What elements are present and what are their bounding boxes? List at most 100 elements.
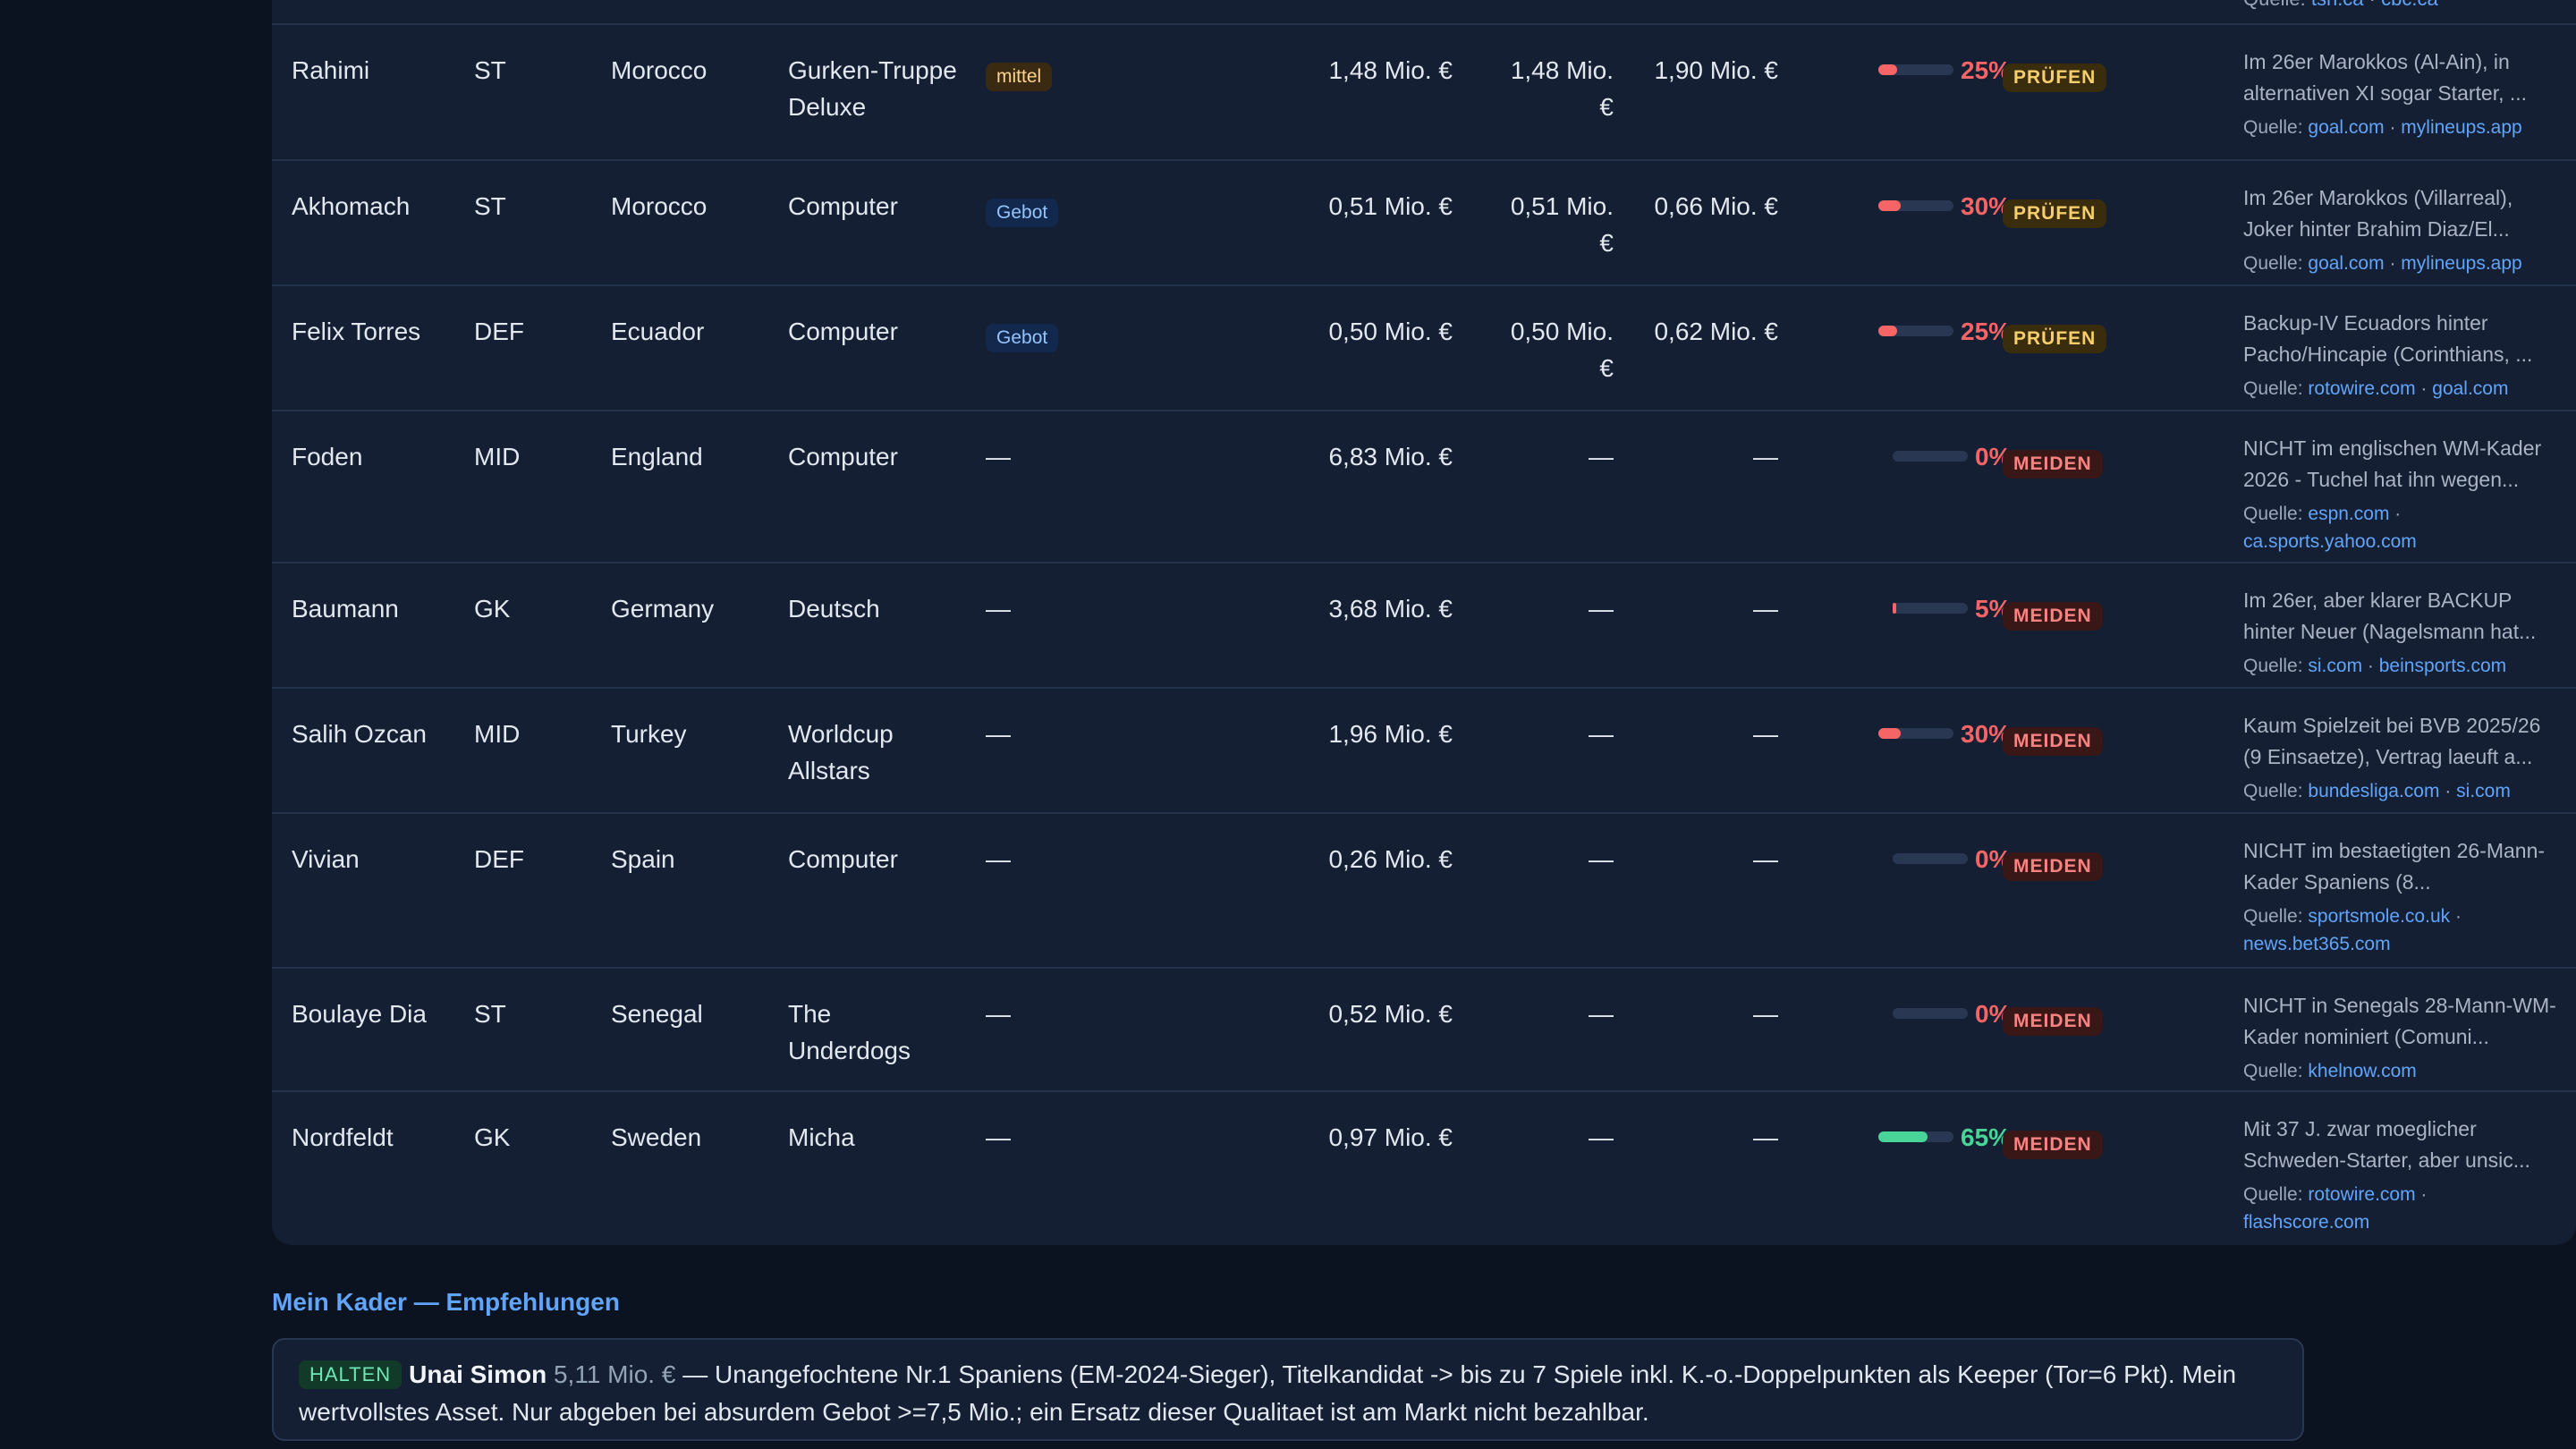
player-owner-team: Micha (788, 1123, 855, 1151)
probability-indicator: 65% (1834, 1119, 2012, 1156)
market-value: 0,51 Mio. € (1328, 192, 1453, 220)
player-country: Morocco (611, 56, 708, 84)
player-note: NICHT in Senegals 28-Mann-WM-Kader nomin… (2243, 990, 2556, 1085)
player-name: Foden (292, 443, 363, 470)
player-position: GK (474, 595, 511, 623)
source-link[interactable]: flashscore.com (2243, 1212, 2370, 1233)
verdict-badge: MEIDEN (2003, 1131, 2103, 1159)
player-note: Kaum Spielzeit bei BVB 2025/26 (9 Einsae… (2243, 710, 2556, 805)
player-name: Akhomach (292, 192, 411, 220)
bid-value: 1,48 Mio. € (1510, 56, 1614, 121)
max-value: — (1753, 1123, 1778, 1151)
verdict-badge: PRÜFEN (2003, 64, 2107, 92)
note-text: NICHT in Senegals 28-Mann-WM-Kader nomin… (2243, 994, 2556, 1048)
probability-bar-fill (1878, 728, 1902, 739)
player-position: ST (474, 192, 506, 220)
table-row[interactable]: Nordfeldt GK Sweden Micha — 0,97 Mio. € … (272, 1092, 2576, 1245)
note-text: Kaum Spielzeit bei BVB 2025/26 (9 Einsae… (2243, 714, 2541, 768)
bid-status: mittel (986, 55, 1053, 92)
table-row[interactable]: Baumann GK Germany Deutsch — 3,68 Mio. €… (272, 564, 2576, 689)
source-link[interactable]: si.com (2308, 656, 2363, 676)
note-sources: Quelle: espn.com · ca.sports.yahoo.com (2243, 504, 2417, 552)
bid-status-empty: — (986, 1000, 1011, 1028)
bid-value: — (1589, 1000, 1614, 1028)
source-link[interactable]: ca.sports.yahoo.com (2243, 531, 2417, 552)
probability-indicator: 0% (1834, 996, 2012, 1032)
player-country: Germany (611, 595, 715, 623)
source-link[interactable]: goal.com (2308, 253, 2385, 274)
player-note: NICHT im bestaetigten 26-Mann-Kader Span… (2243, 835, 2556, 958)
note-sources: Quelle: rotowire.com · goal.com (2243, 378, 2509, 399)
source-link[interactable]: espn.com (2308, 504, 2390, 524)
recommendation-card: HALTEN Unai Simon 5,11 Mio. € — Unangefoc… (272, 1338, 2304, 1441)
player-country: Sweden (611, 1123, 702, 1151)
bid-status-empty: — (986, 595, 1011, 623)
source-link[interactable]: cbc.ca (2381, 0, 2438, 10)
table-row[interactable]: Felix Torres DEF Ecuador Computer Gebot … (272, 286, 2576, 411)
verdict: MEIDEN (2003, 845, 2103, 882)
table-row[interactable]: Rahimi ST Morocco Gurken-Truppe Deluxe m… (272, 25, 2576, 161)
note-sources: Quelle: goal.com · mylineups.app (2243, 117, 2522, 138)
note-text: Im 26er Marokkos (Villarreal), Joker hin… (2243, 186, 2513, 241)
bid-value: — (1589, 720, 1614, 748)
player-name: Salih Ozcan (292, 720, 427, 748)
note-text: Im 26er, aber klarer BACKUP hinter Neuer… (2243, 589, 2537, 643)
note-text: NICHT im englischen WM-Kader 2026 - Tuch… (2243, 436, 2542, 491)
player-position: ST (474, 56, 506, 84)
probability-bar (1893, 603, 1968, 614)
source-link[interactable]: rotowire.com (2308, 378, 2416, 399)
table-row[interactable]: Boulaye Dia ST Senegal The Underdogs — 0… (272, 969, 2576, 1092)
source-link[interactable]: khelnow.com (2308, 1061, 2417, 1081)
probability-bar (1878, 200, 1953, 211)
max-value: 0,66 Mio. € (1654, 192, 1778, 220)
table-row[interactable]: Vivian DEF Spain Computer — 0,26 Mio. € … (272, 814, 2576, 969)
player-country: Ecuador (611, 318, 705, 345)
verdict: PRÜFEN (2003, 318, 2107, 354)
verdict-badge: MEIDEN (2003, 1007, 2103, 1036)
player-owner-team: Deutsch (788, 595, 880, 623)
source-link[interactable]: beinsports.com (2378, 656, 2507, 676)
source-link[interactable]: sportsmole.co.uk (2308, 906, 2451, 927)
player-name: Nordfeldt (292, 1123, 394, 1151)
probability-bar (1893, 853, 1968, 864)
player-position: DEF (474, 318, 524, 345)
table-row[interactable]: Salih Ozcan MID Turkey Worldcup Allstars… (272, 689, 2576, 814)
probability-indicator: 30% (1834, 716, 2012, 752)
player-position: DEF (474, 845, 524, 873)
source-link[interactable]: bundesliga.com (2308, 781, 2440, 801)
note-sources: Quelle: khelnow.com (2243, 1061, 2417, 1081)
source-link[interactable]: rotowire.com (2308, 1184, 2416, 1205)
source-link[interactable]: news.bet365.com (2243, 934, 2391, 954)
probability-bar-fill (1878, 64, 1897, 75)
max-value: 1,90 Mio. € (1654, 56, 1778, 84)
player-note: Mit 37 J. zwar moeglicher Schweden-Start… (2243, 1114, 2556, 1236)
note-sources: Quelle: si.com · beinsports.com (2243, 656, 2507, 676)
recommendation-player-name: Unai Simon (409, 1360, 547, 1388)
probability-percent: 30% (1961, 192, 2012, 220)
bid-badge[interactable]: Gebot (986, 324, 1059, 352)
verdict-badge: MEIDEN (2003, 727, 2103, 756)
source-link[interactable]: si.com (2456, 781, 2511, 801)
note-text: Im 26er Marokkos (Al-Ain), in alternativ… (2243, 50, 2528, 105)
player-owner-team: Computer (788, 443, 898, 470)
source-link[interactable]: tsn.ca (2311, 0, 2364, 10)
source-link[interactable]: goal.com (2308, 117, 2385, 138)
note-sources: Quelle: bundesliga.com · si.com (2243, 781, 2511, 801)
table-row[interactable]: Akhomach ST Morocco Computer Gebot 0,51 … (272, 161, 2576, 286)
bid-badge[interactable]: Gebot (986, 199, 1059, 227)
market-value: 0,52 Mio. € (1328, 1000, 1453, 1028)
note-text: Backup-IV Ecuadors hinter Pacho/Hincapie… (2243, 311, 2533, 366)
source-link[interactable]: mylineups.app (2401, 253, 2522, 274)
verdict: MEIDEN (2003, 1123, 2103, 1160)
probability-bar-fill (1878, 326, 1897, 336)
note-sources: Quelle: goal.com · mylineups.app (2243, 253, 2522, 274)
max-value: — (1753, 720, 1778, 748)
table-row[interactable]: Foden MID England Computer — 6,83 Mio. €… (272, 411, 2576, 564)
market-value: 3,68 Mio. € (1328, 595, 1453, 623)
source-link[interactable]: goal.com (2432, 378, 2509, 399)
source-link[interactable]: mylineups.app (2401, 117, 2522, 138)
probability-percent: 25% (1961, 56, 2012, 84)
market-value: 0,50 Mio. € (1328, 318, 1453, 345)
market-value: 1,96 Mio. € (1328, 720, 1453, 748)
player-name: Baumann (292, 595, 399, 623)
